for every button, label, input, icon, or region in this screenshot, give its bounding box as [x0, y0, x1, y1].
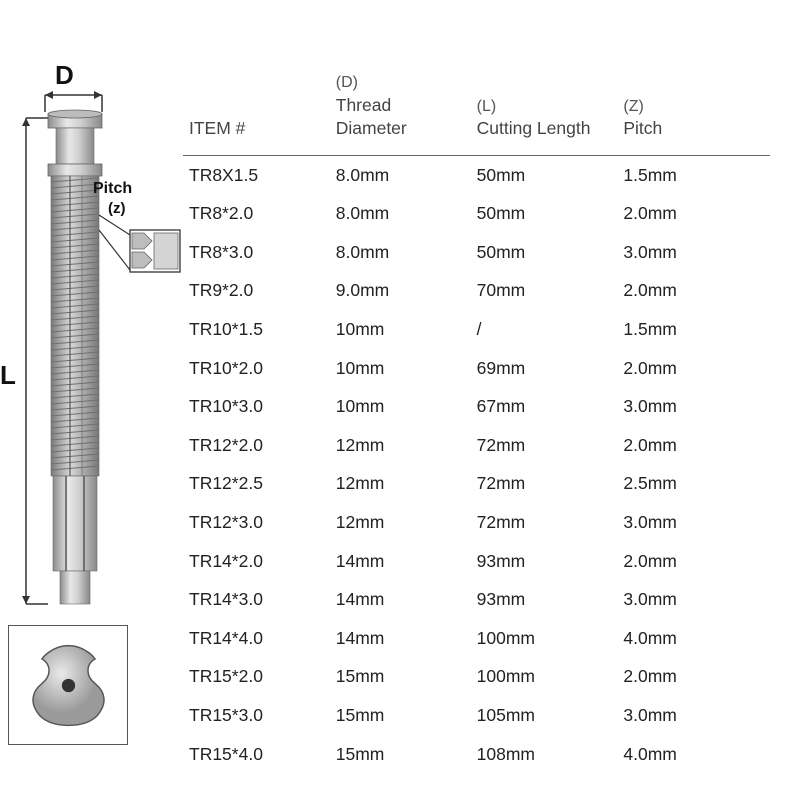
cross-section-icon — [21, 638, 116, 733]
table-row: TR12*3.012mm72mm3.0mm — [183, 503, 770, 542]
cell-z: 2.0mm — [617, 272, 770, 311]
cell-l: 93mm — [471, 542, 618, 581]
cell-d: 12mm — [330, 503, 471, 542]
cell-l: 108mm — [471, 735, 618, 774]
cell-l: 70mm — [471, 272, 618, 311]
cell-d: 9.0mm — [330, 272, 471, 311]
cell-item: TR10*2.0 — [183, 349, 330, 388]
cell-z: 3.0mm — [617, 503, 770, 542]
cell-d: 14mm — [330, 580, 471, 619]
cell-d: 8.0mm — [330, 194, 471, 233]
diagram-panel: D L Pitch (z) — [0, 0, 180, 800]
cell-item: TR14*4.0 — [183, 619, 330, 658]
spec-table-panel: ITEM # (D) Thread Diameter (L) Cutting L… — [180, 0, 800, 800]
cell-z: 4.0mm — [617, 735, 770, 774]
cell-l: 72mm — [471, 426, 618, 465]
table-row: TR10*3.010mm67mm3.0mm — [183, 387, 770, 426]
table-row: TR8*3.08.0mm50mm3.0mm — [183, 233, 770, 272]
cell-item: TR15*2.0 — [183, 658, 330, 697]
table-row: TR12*2.012mm72mm2.0mm — [183, 426, 770, 465]
cell-d: 14mm — [330, 619, 471, 658]
cell-l: 50mm — [471, 194, 618, 233]
table-row: TR15*3.015mm105mm3.0mm — [183, 696, 770, 735]
cell-l: 72mm — [471, 465, 618, 504]
dimension-l-label: L — [0, 360, 16, 391]
cell-d: 10mm — [330, 387, 471, 426]
cell-l: 100mm — [471, 619, 618, 658]
col-header-item: ITEM # — [183, 72, 330, 155]
page-container: D L Pitch (z) — [0, 0, 800, 800]
tap-diagram-icon — [20, 70, 190, 610]
cell-l: 50mm — [471, 155, 618, 194]
cell-d: 8.0mm — [330, 155, 471, 194]
cell-d: 12mm — [330, 465, 471, 504]
dimension-pitch-sub: (z) — [108, 200, 126, 217]
cell-z: 4.0mm — [617, 619, 770, 658]
cell-z: 2.5mm — [617, 465, 770, 504]
cell-z: 2.0mm — [617, 349, 770, 388]
col-header-length: (L) Cutting Length — [471, 72, 618, 155]
cell-z: 3.0mm — [617, 580, 770, 619]
cell-z: 3.0mm — [617, 233, 770, 272]
dimension-pitch-label: Pitch — [93, 180, 132, 198]
cell-d: 8.0mm — [330, 233, 471, 272]
table-row: TR12*2.512mm72mm2.5mm — [183, 465, 770, 504]
table-row: TR8*2.08.0mm50mm2.0mm — [183, 194, 770, 233]
cell-item: TR10*3.0 — [183, 387, 330, 426]
col-header-diameter: (D) Thread Diameter — [330, 72, 471, 155]
table-body: TR8X1.58.0mm50mm1.5mmTR8*2.08.0mm50mm2.0… — [183, 155, 770, 773]
cell-item: TR12*3.0 — [183, 503, 330, 542]
table-header-row: ITEM # (D) Thread Diameter (L) Cutting L… — [183, 72, 770, 155]
cell-item: TR8*3.0 — [183, 233, 330, 272]
table-row: TR14*4.014mm100mm4.0mm — [183, 619, 770, 658]
cell-d: 15mm — [330, 735, 471, 774]
cell-z: 2.0mm — [617, 194, 770, 233]
cell-z: 2.0mm — [617, 542, 770, 581]
table-row: TR15*4.015mm108mm4.0mm — [183, 735, 770, 774]
cell-l: 105mm — [471, 696, 618, 735]
cell-d: 10mm — [330, 349, 471, 388]
table-row: TR9*2.09.0mm70mm2.0mm — [183, 272, 770, 311]
cell-d: 12mm — [330, 426, 471, 465]
cell-z: 1.5mm — [617, 155, 770, 194]
cell-z: 2.0mm — [617, 658, 770, 697]
cell-item: TR12*2.5 — [183, 465, 330, 504]
cell-z: 1.5mm — [617, 310, 770, 349]
table-row: TR14*3.014mm93mm3.0mm — [183, 580, 770, 619]
cell-item: TR12*2.0 — [183, 426, 330, 465]
cell-item: TR8*2.0 — [183, 194, 330, 233]
cell-d: 15mm — [330, 696, 471, 735]
cell-d: 15mm — [330, 658, 471, 697]
table-row: TR8X1.58.0mm50mm1.5mm — [183, 155, 770, 194]
cell-z: 2.0mm — [617, 426, 770, 465]
cell-l: 69mm — [471, 349, 618, 388]
table-row: TR15*2.015mm100mm2.0mm — [183, 658, 770, 697]
cell-item: TR15*4.0 — [183, 735, 330, 774]
cell-l: 72mm — [471, 503, 618, 542]
cell-l: / — [471, 310, 618, 349]
table-row: TR10*2.010mm69mm2.0mm — [183, 349, 770, 388]
cross-section-panel — [8, 625, 128, 745]
cell-z: 3.0mm — [617, 696, 770, 735]
col-header-pitch: (Z) Pitch — [617, 72, 770, 155]
cell-d: 10mm — [330, 310, 471, 349]
cell-z: 3.0mm — [617, 387, 770, 426]
cell-item: TR10*1.5 — [183, 310, 330, 349]
cell-item: TR14*2.0 — [183, 542, 330, 581]
dimension-d-label: D — [55, 60, 74, 91]
cell-item: TR14*3.0 — [183, 580, 330, 619]
cell-l: 100mm — [471, 658, 618, 697]
cell-l: 50mm — [471, 233, 618, 272]
spec-table: ITEM # (D) Thread Diameter (L) Cutting L… — [183, 72, 770, 773]
cell-item: TR8X1.5 — [183, 155, 330, 194]
cell-l: 93mm — [471, 580, 618, 619]
table-row: TR10*1.510mm/1.5mm — [183, 310, 770, 349]
cell-d: 14mm — [330, 542, 471, 581]
cell-l: 67mm — [471, 387, 618, 426]
cell-item: TR9*2.0 — [183, 272, 330, 311]
cell-item: TR15*3.0 — [183, 696, 330, 735]
table-row: TR14*2.014mm93mm2.0mm — [183, 542, 770, 581]
